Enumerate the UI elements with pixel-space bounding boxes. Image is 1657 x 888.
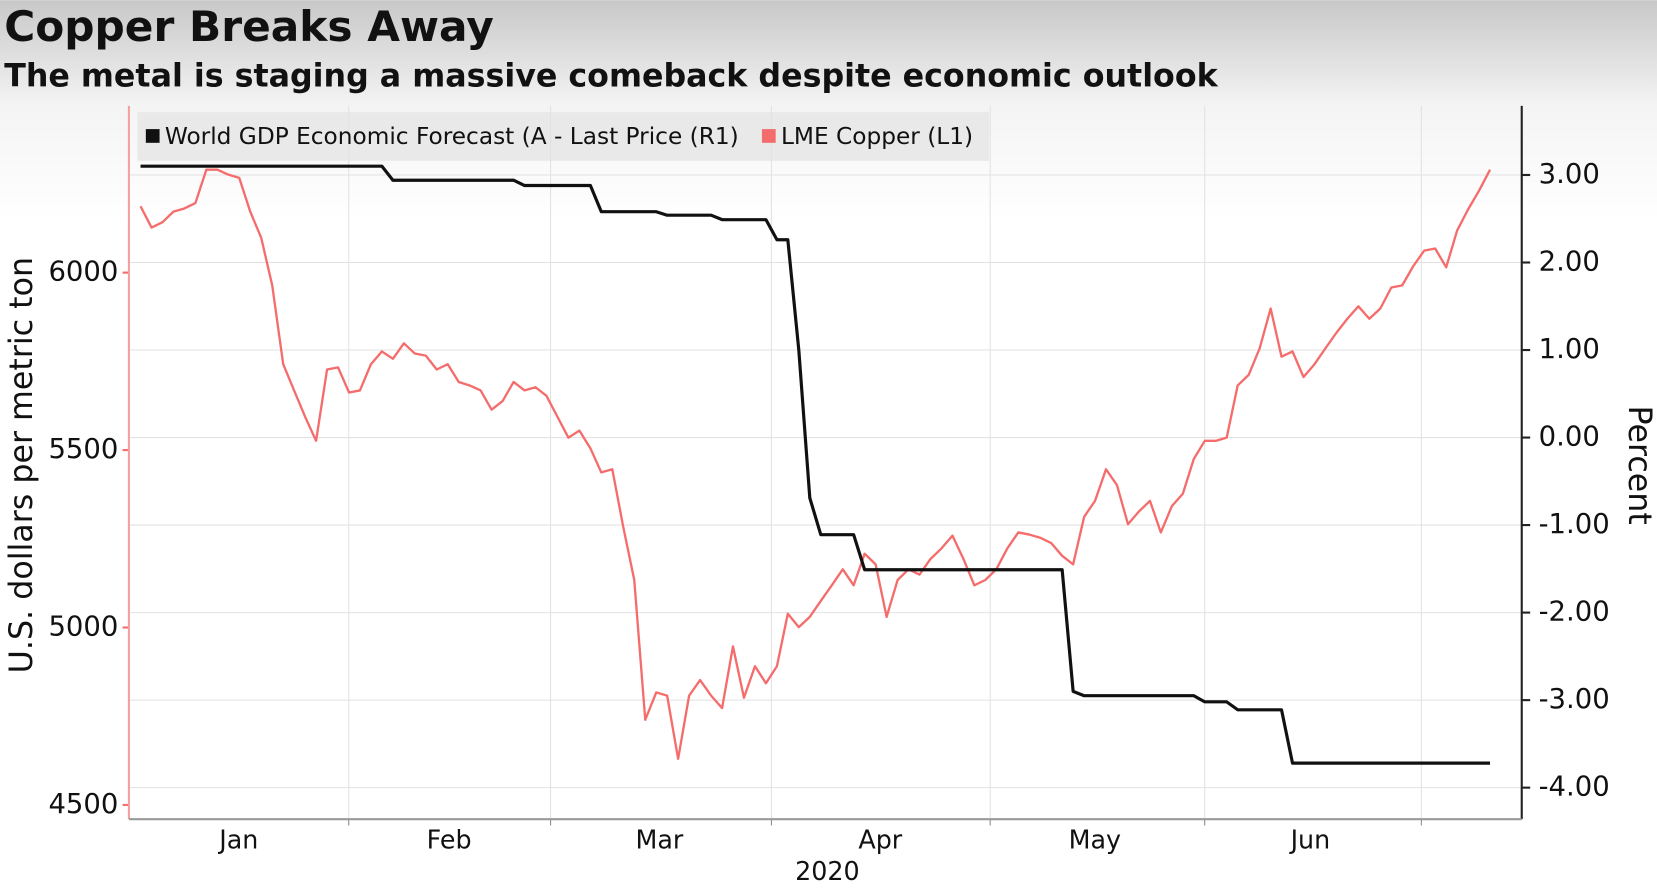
chart-title: Copper Breaks Away <box>4 2 494 51</box>
x-tick-label: Mar <box>635 824 683 854</box>
y-tick-label: 5500 <box>48 434 118 465</box>
series-line <box>139 168 1492 760</box>
x-tick-label: May <box>1069 824 1121 854</box>
y-tick-label: 5000 <box>48 612 118 643</box>
x-tick-label: Jun <box>1289 824 1331 854</box>
y2-tick-label: 1.00 <box>1539 334 1600 365</box>
y-tick-label: 4500 <box>48 789 118 820</box>
y2-tick-label: 3.00 <box>1539 159 1600 190</box>
x-tick-label: Feb <box>427 824 472 854</box>
x-tick-label: Apr <box>858 824 902 854</box>
y-tick-label: 6000 <box>48 257 118 288</box>
legend-label: World GDP Economic Forecast (A - Last Pr… <box>165 123 739 150</box>
y2-axis-label: Percent <box>1621 406 1657 525</box>
x-tick-label: Jan <box>217 824 258 854</box>
y2-tick-label: -2.00 <box>1539 597 1610 628</box>
x-axis-label: 2020 <box>795 856 860 886</box>
legend-swatch <box>761 129 776 143</box>
legend <box>137 112 990 161</box>
y2-tick-label: -3.00 <box>1539 684 1610 715</box>
chart-subtitle: The metal is staging a massive comeback … <box>4 58 1218 94</box>
y-axis-label: U.S. dollars per metric ton <box>4 257 40 673</box>
legend-swatch <box>145 129 160 143</box>
series-line <box>140 164 1491 765</box>
y2-tick-label: 0.00 <box>1539 422 1600 453</box>
y2-tick-label: -4.00 <box>1539 772 1610 803</box>
y2-tick-label: 2.00 <box>1539 247 1600 278</box>
y2-tick-label: -1.00 <box>1539 509 1610 540</box>
legend-label: LME Copper (L1) <box>781 123 973 150</box>
